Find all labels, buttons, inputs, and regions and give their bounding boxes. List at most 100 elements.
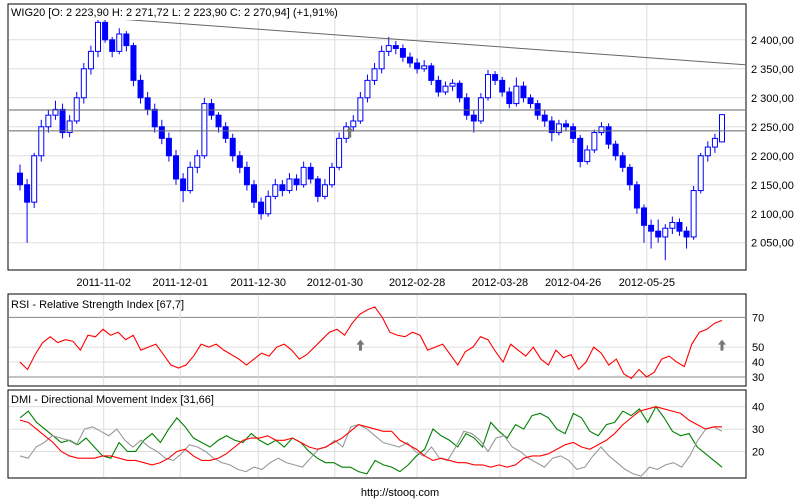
candle-body <box>612 143 619 157</box>
candle-body <box>194 155 201 168</box>
candle-body <box>648 224 655 232</box>
candle-body <box>180 178 187 192</box>
candle-body <box>641 207 647 226</box>
candle-body <box>456 82 463 99</box>
candle-body <box>31 155 38 203</box>
candle-body <box>38 126 45 157</box>
candle-body <box>477 97 484 122</box>
candle-body <box>690 190 697 238</box>
candle-body <box>109 39 116 52</box>
candle-body <box>158 126 165 139</box>
price-tick-label: 2 400,00 <box>751 35 794 47</box>
tick-label: 40 <box>752 357 764 369</box>
up-arrow-icon <box>345 126 354 138</box>
candle-body <box>286 178 293 192</box>
candle-body <box>449 82 456 87</box>
candle-body <box>314 178 321 197</box>
candle-body <box>265 195 272 215</box>
candle-body <box>605 126 612 145</box>
candle-body <box>151 108 158 128</box>
dmi-chart: 40 30 20 <box>9 391 764 477</box>
candle-body <box>499 79 506 93</box>
price-tick-label: 2 300,00 <box>751 93 794 105</box>
candle-body <box>435 79 442 93</box>
date-tick-label: 2011-12-01 <box>153 277 208 289</box>
candle-body <box>513 85 520 105</box>
candle-body <box>307 166 314 180</box>
date-tick-label: 2011-12-30 <box>231 277 286 289</box>
candle-body <box>421 65 428 70</box>
candle-body <box>137 79 144 99</box>
price-title: WIG20 [O: 2 223,90 H: 2 271,72 L: 2 223,… <box>11 7 338 19</box>
price-candles <box>17 16 725 261</box>
indicator-line <box>19 406 722 468</box>
candle-body <box>442 85 449 93</box>
candle-body <box>563 123 569 128</box>
candle-body <box>719 114 725 143</box>
candle-body <box>300 166 307 186</box>
candle-body <box>392 45 399 49</box>
title-bg <box>9 5 339 20</box>
candle-body <box>173 155 179 180</box>
candle-body <box>243 166 250 186</box>
dmi-panel <box>7 389 747 479</box>
candle-body <box>506 91 513 105</box>
tick-label: 40 <box>752 402 764 414</box>
candle-body <box>17 172 23 186</box>
tick-label: 30 <box>752 424 764 436</box>
candle-body <box>329 166 335 186</box>
price-tick-label: 2 250,00 <box>751 122 794 134</box>
candle-body <box>24 184 31 203</box>
price-tick-label: 2 200,00 <box>751 151 794 163</box>
candle-body <box>407 56 413 64</box>
tick-label: 50 <box>752 342 764 354</box>
tick-label: 70 <box>752 312 764 324</box>
candle-body <box>201 103 208 157</box>
candle-body <box>102 21 109 41</box>
candle-body <box>336 137 343 168</box>
up-arrow-icon <box>718 339 726 351</box>
candle-body <box>626 166 633 186</box>
candle-body <box>711 137 718 148</box>
candle-body <box>208 103 215 116</box>
candle-body <box>570 126 577 139</box>
date-tick-label: 2012-01-30 <box>307 277 363 289</box>
candle-body <box>187 166 194 192</box>
candle-body <box>470 114 477 122</box>
candle-body <box>165 137 172 157</box>
date-tick-label: 2011-11-02 <box>76 277 131 289</box>
rsi-chart: 70 50 40 30 <box>9 295 764 385</box>
candle-body <box>534 103 541 116</box>
candle-body <box>555 123 562 134</box>
candle-body <box>45 114 52 128</box>
date-tick-label: 2012-03-28 <box>472 277 528 289</box>
candle-body <box>123 33 130 47</box>
price-tick-label: 2 150,00 <box>751 180 794 192</box>
candle-body <box>321 184 328 197</box>
source-link[interactable]: http://stooq.com <box>361 487 439 499</box>
candle-body <box>619 155 626 168</box>
candle-body <box>662 227 669 238</box>
candle-body <box>350 120 357 128</box>
candle-body <box>492 74 499 81</box>
candle-body <box>697 155 704 192</box>
candle-body <box>343 126 350 139</box>
candle-body <box>704 146 711 157</box>
candle-body <box>548 120 555 134</box>
candle-body <box>66 120 73 134</box>
candle-body <box>414 62 421 70</box>
candle-body <box>364 79 371 99</box>
candle-body <box>236 155 243 168</box>
indicator-line <box>19 424 723 477</box>
candle-body <box>95 21 101 52</box>
candle-body <box>229 137 236 157</box>
price-annotations <box>9 17 746 138</box>
candle-body <box>577 137 584 163</box>
candle-body <box>357 97 364 122</box>
candle-body <box>222 126 229 139</box>
date-tick-label: 2012-05-25 <box>619 277 675 289</box>
candle-body <box>378 50 385 70</box>
candle-body <box>428 65 435 81</box>
candle-body <box>385 45 392 52</box>
